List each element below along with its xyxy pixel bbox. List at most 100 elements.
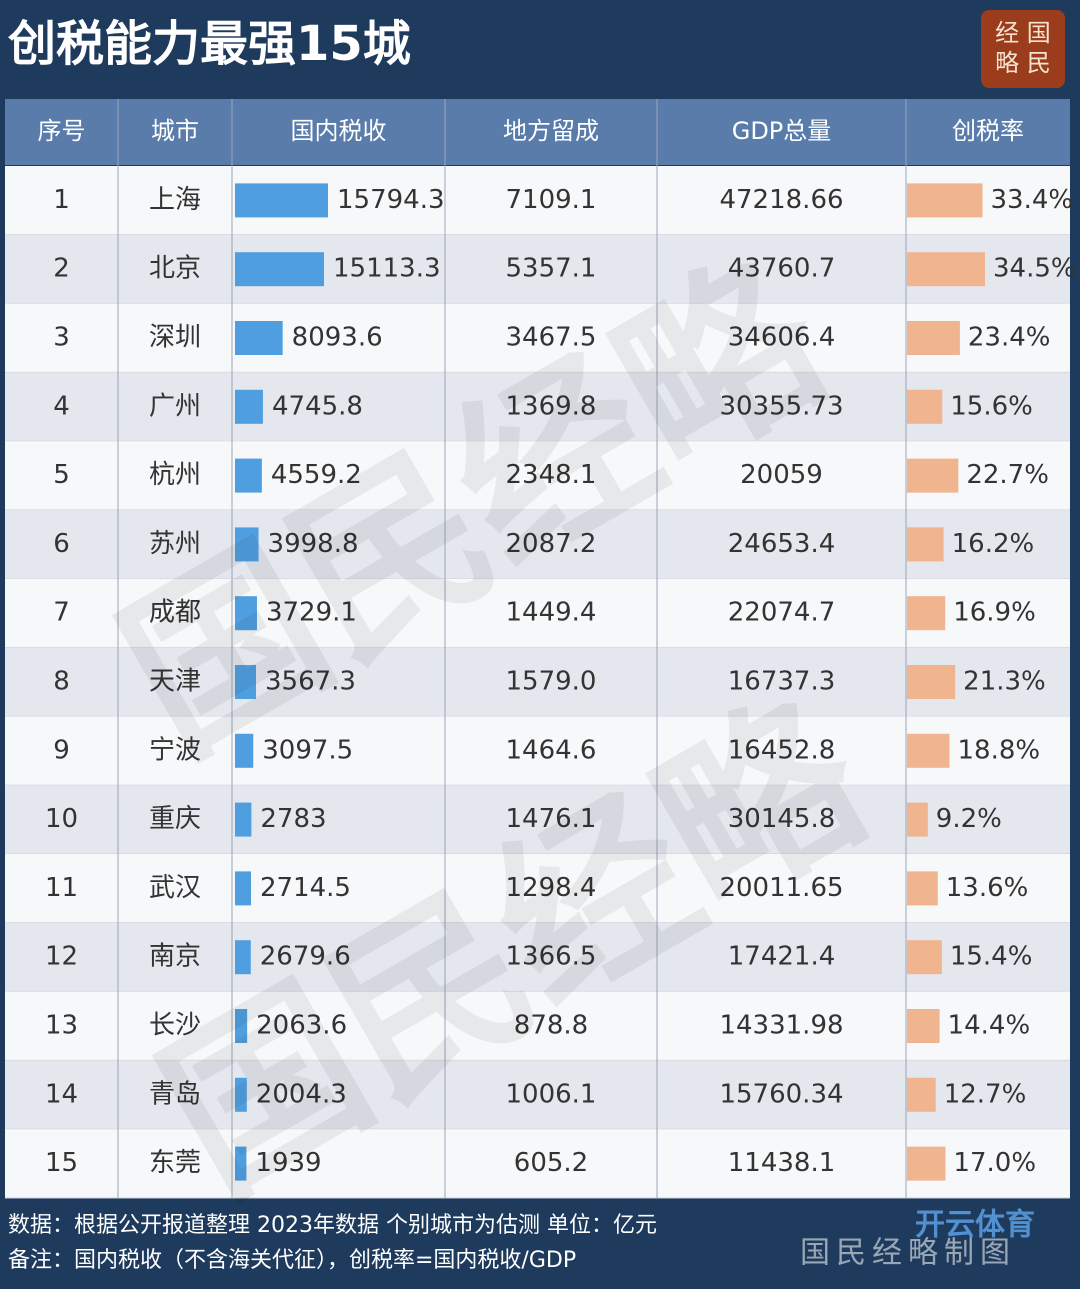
gdp: 24653.4 xyxy=(728,529,836,559)
rank: 5 xyxy=(53,460,70,490)
rate-value: 18.8% xyxy=(958,735,1041,765)
table-row xyxy=(5,510,1070,579)
tax-bar xyxy=(235,389,263,424)
tax-bar xyxy=(235,665,257,699)
rate-bar xyxy=(907,940,942,975)
local-retain: 878.8 xyxy=(514,1011,588,1041)
city: 青岛 xyxy=(149,1079,201,1109)
tax-value: 15113.3 xyxy=(333,254,441,284)
column-header: 地方留成 xyxy=(503,117,599,145)
city: 武汉 xyxy=(149,873,201,903)
tax-value: 4745.8 xyxy=(272,391,363,421)
tax-value: 2004.3 xyxy=(256,1079,347,1109)
column-header: GDP总量 xyxy=(732,117,832,145)
rate-value: 16.9% xyxy=(953,598,1036,628)
tax-bar xyxy=(235,1077,247,1112)
column-header: 创税率 xyxy=(952,117,1024,145)
logo-box xyxy=(981,10,1065,88)
local-retain: 3467.5 xyxy=(506,323,597,353)
city: 杭州 xyxy=(149,460,201,490)
logo-text: 略 民 xyxy=(995,49,1051,77)
local-retain: 1579.0 xyxy=(506,667,597,697)
tax-bar xyxy=(235,733,254,768)
footer-note: 备注：国内税收（不含海关代征），创税率=国内税收/GDP xyxy=(8,1248,576,1273)
gdp: 11438.1 xyxy=(728,1148,836,1178)
local-retain: 5357.1 xyxy=(506,254,597,284)
rank: 11 xyxy=(45,873,78,903)
rate-value: 21.3% xyxy=(963,667,1046,697)
rate-value: 15.4% xyxy=(950,942,1033,972)
tax-value: 2783 xyxy=(260,804,326,834)
gdp: 14331.98 xyxy=(719,1011,843,1041)
rate-value: 16.2% xyxy=(952,529,1035,559)
tax-bar xyxy=(235,1146,247,1181)
logo-text: 经 国 xyxy=(995,19,1051,47)
table-row xyxy=(5,578,1070,648)
local-retain: 1476.1 xyxy=(506,804,597,834)
column-header: 序号 xyxy=(38,117,86,145)
tax-value: 3998.8 xyxy=(268,529,359,559)
stamp: 开云体育 xyxy=(915,1208,1035,1243)
rate-value: 14.4% xyxy=(948,1011,1031,1041)
local-retain: 2348.1 xyxy=(506,460,597,490)
tax-bar xyxy=(235,871,251,906)
city: 长沙 xyxy=(149,1011,201,1041)
city: 重庆 xyxy=(149,804,201,834)
rate-value: 34.5% xyxy=(993,254,1076,284)
credit: 国民经略制图 xyxy=(800,1236,1016,1271)
tax-bar xyxy=(235,596,257,631)
rank: 1 xyxy=(53,185,70,215)
city: 广州 xyxy=(149,391,201,421)
gdp: 34606.4 xyxy=(728,323,836,353)
rate-bar xyxy=(907,733,950,768)
local-retain: 605.2 xyxy=(514,1148,588,1178)
rank: 4 xyxy=(53,391,70,421)
local-retain: 1366.5 xyxy=(506,942,597,972)
city: 成都 xyxy=(149,598,201,628)
tax-value: 3729.1 xyxy=(266,598,357,628)
tax-value: 1939 xyxy=(255,1148,321,1178)
local-retain: 2087.2 xyxy=(506,529,597,559)
city: 深圳 xyxy=(149,323,201,353)
rate-value: 17.0% xyxy=(953,1148,1036,1178)
tax-value: 15794.3 xyxy=(337,185,445,215)
tax-bar xyxy=(235,252,324,287)
rate-bar xyxy=(907,321,960,355)
tax-value: 2679.6 xyxy=(260,942,351,972)
city: 天津 xyxy=(149,667,201,697)
rank: 9 xyxy=(53,735,70,765)
table-row xyxy=(5,785,1070,854)
rate-bar xyxy=(907,183,983,218)
gdp: 43760.7 xyxy=(728,254,836,284)
table-row xyxy=(5,441,1070,510)
rank: 6 xyxy=(53,529,70,559)
rate-bar xyxy=(907,802,928,837)
local-retain: 1369.8 xyxy=(506,391,597,421)
rank: 15 xyxy=(45,1148,78,1178)
tax-bar xyxy=(235,527,259,562)
gdp: 20011.65 xyxy=(719,873,843,903)
table-row xyxy=(5,991,1070,1061)
rate-value: 12.7% xyxy=(944,1079,1027,1109)
rank: 2 xyxy=(53,254,70,284)
tax-value: 4559.2 xyxy=(271,460,362,490)
rank: 13 xyxy=(45,1011,78,1041)
table-row xyxy=(5,1060,1070,1130)
city: 北京 xyxy=(149,254,201,284)
rate-bar xyxy=(907,389,943,424)
rate-bar xyxy=(907,665,956,699)
tax-bar xyxy=(235,1009,248,1043)
tax-bar xyxy=(235,458,262,493)
city: 南京 xyxy=(149,942,201,972)
rank: 7 xyxy=(53,598,70,628)
city: 苏州 xyxy=(149,529,201,559)
rank: 10 xyxy=(45,804,78,834)
gdp: 16737.3 xyxy=(728,667,836,697)
gdp: 30145.8 xyxy=(728,804,836,834)
rate-bar xyxy=(907,1146,946,1181)
table-row xyxy=(5,647,1070,717)
tax-value: 3567.3 xyxy=(265,667,356,697)
gdp: 20059 xyxy=(740,460,823,490)
rate-value: 15.6% xyxy=(950,391,1033,421)
